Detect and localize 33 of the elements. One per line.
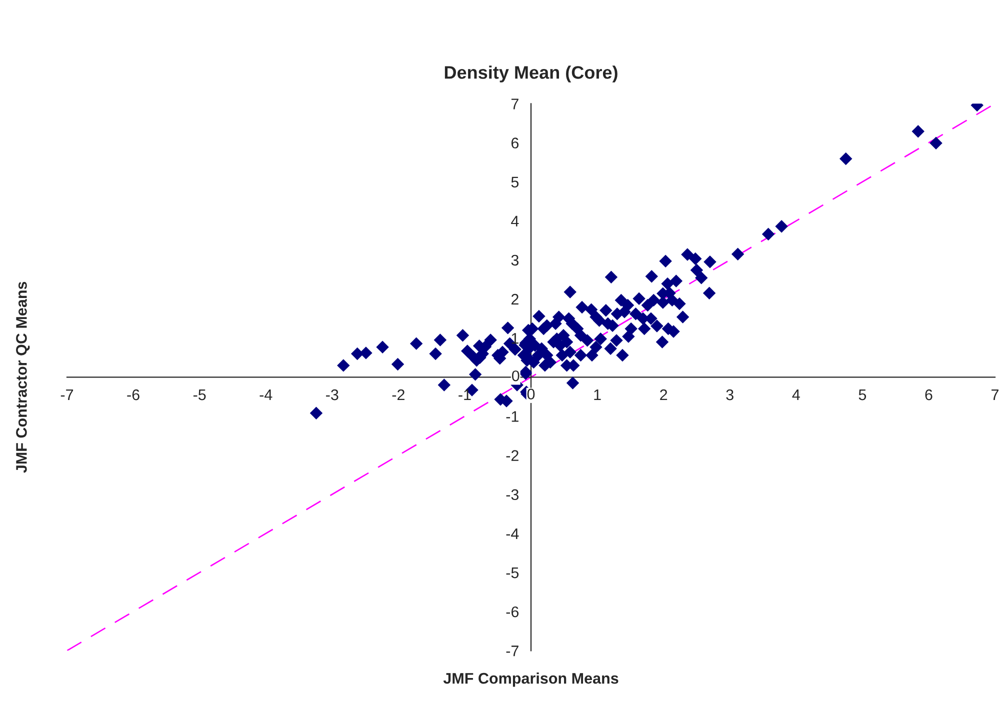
x-tick-label: 1 xyxy=(594,390,601,400)
x-tick-label: -6 xyxy=(127,389,140,400)
x-tick-label: 3 xyxy=(726,389,734,400)
y-tick-label: 7 xyxy=(511,98,518,110)
x-tick-label: -3 xyxy=(326,389,338,400)
y-tick-label: 2 xyxy=(511,294,518,305)
y-tick-label: 4 xyxy=(511,216,519,226)
y-tick-label: -5 xyxy=(506,568,519,578)
y-tick-label: 0 xyxy=(512,370,520,382)
x-tick-label: -1 xyxy=(458,390,471,400)
y-tick-label: 6 xyxy=(511,138,519,148)
y-tick-label: -2 xyxy=(506,450,518,461)
x-tick-label: 4 xyxy=(792,390,800,400)
x-tick-label: 7 xyxy=(992,390,998,400)
x-tick-label: 5 xyxy=(858,390,866,400)
x-axis-title: JMF Comparison Means xyxy=(443,672,618,687)
x-tick-label: 6 xyxy=(925,389,932,400)
y-tick-label: 3 xyxy=(511,254,519,266)
chart-title: Density Mean (Core) xyxy=(444,66,618,82)
x-tick-label: 0 xyxy=(527,388,535,400)
x-tick-label: -5 xyxy=(193,390,206,400)
x-tick-label: 2 xyxy=(660,389,668,400)
y-tick-label: 1 xyxy=(512,333,518,344)
x-tick-label: -2 xyxy=(392,389,404,400)
y-tick-label: -1 xyxy=(506,411,518,422)
y-tick-label: -4 xyxy=(506,528,519,539)
y-tick-label: -6 xyxy=(506,606,519,618)
y-tick-label: -7 xyxy=(506,646,518,656)
y-tick-label: -3 xyxy=(506,489,519,500)
y-axis-title: JMF Contractor QC Means xyxy=(16,282,30,473)
y-tick-label: 5 xyxy=(511,176,519,188)
x-tick-label: -4 xyxy=(260,390,272,400)
x-tick-label: -7 xyxy=(60,390,74,400)
